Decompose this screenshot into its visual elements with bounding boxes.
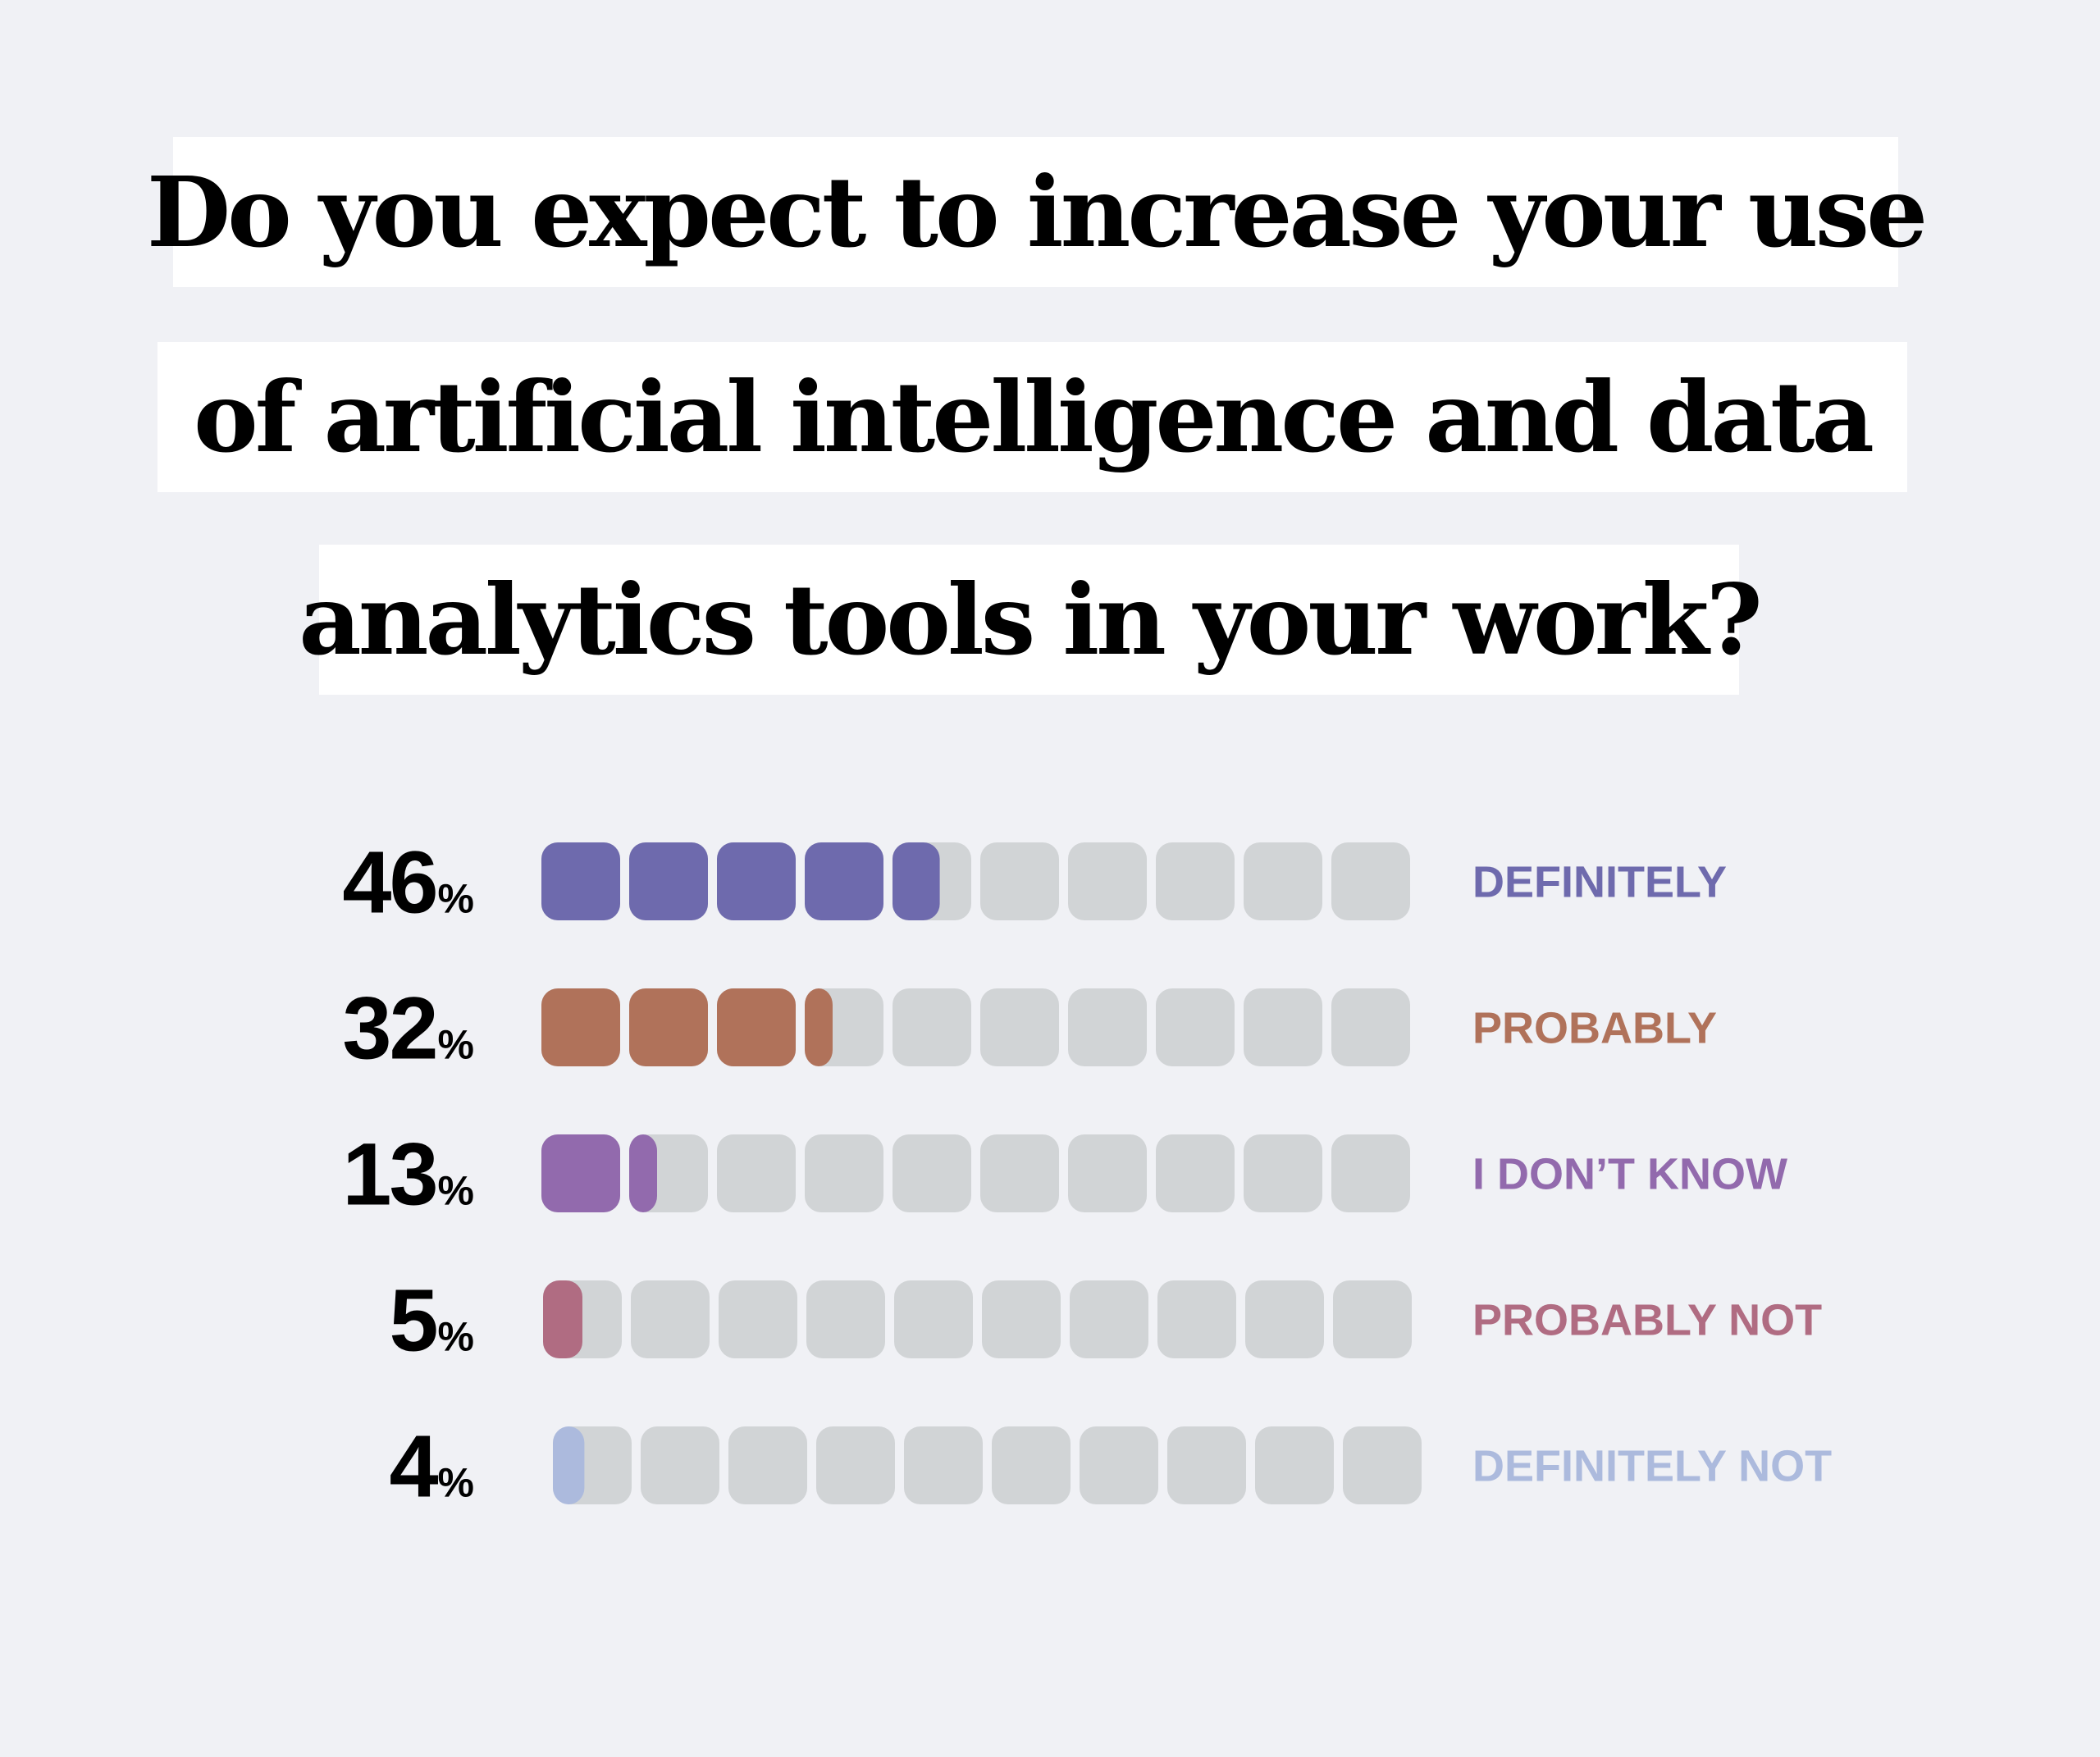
- bar-row-probably-not: 5% PROBABLY NOT: [389, 1271, 1822, 1370]
- bar-track-segment: [641, 1426, 719, 1504]
- bar-track-segment: [980, 988, 1059, 1066]
- bar-fill-segment: [541, 988, 620, 1066]
- bar-track-segment: [1244, 988, 1322, 1066]
- bar-track-segment: [982, 1280, 1061, 1358]
- bar-track-segment: [1157, 1280, 1236, 1358]
- chart-title-line-3: analytics tools in your work?: [299, 545, 1763, 695]
- chart-title-line-1: Do you expect to increase your use: [147, 137, 1928, 287]
- bar-track-segment: [806, 1280, 885, 1358]
- bar-fill-partial-segment: [805, 988, 833, 1066]
- bar-track-segment: [728, 1426, 807, 1504]
- bar-fill-segment: [717, 988, 796, 1066]
- bar-track-segment: [1331, 988, 1410, 1066]
- bar-track-segment: [1070, 1280, 1148, 1358]
- bar-fill-segment: [629, 842, 708, 920]
- bar-fill-partial-segment: [629, 1134, 657, 1212]
- bar-track-segment: [992, 1426, 1071, 1504]
- value-label: 32%: [342, 979, 474, 1078]
- bar-track-segment: [1156, 1134, 1235, 1212]
- bar-row-probably: 32% PROBABLY: [342, 979, 1717, 1078]
- category-label: I DON’T KNOW: [1472, 1150, 1787, 1199]
- chart-title-line-2: of artificial intelligence and data: [158, 342, 1907, 492]
- bar-fill-segment: [717, 842, 796, 920]
- bar-track-segment: [904, 1426, 983, 1504]
- bar-fill-partial-segment: [553, 1426, 585, 1504]
- bar-row-definitely-not: 4% DEFINITELY NOT: [389, 1417, 1832, 1516]
- bar-row-definitely: 46% DEFINITELY: [342, 833, 1727, 932]
- value-label: 4%: [389, 1417, 474, 1516]
- bar-track-segment: [631, 1280, 710, 1358]
- bar-track-segment: [1343, 1426, 1422, 1504]
- bar-fill-segment: [805, 842, 883, 920]
- category-label: DEFINITELY: [1472, 858, 1727, 907]
- bar-row-i-don-t-know: 13% I DON’T KNOW: [342, 1125, 1787, 1224]
- bar-track-segment: [980, 1134, 1059, 1212]
- bar-track-segment: [1068, 1134, 1147, 1212]
- bar-track-segment: [1244, 1134, 1322, 1212]
- bar-track-segment: [1244, 842, 1322, 920]
- bar-track-segment: [805, 1134, 883, 1212]
- bar-fill-segment: [629, 988, 708, 1066]
- bar-track-segment: [1245, 1280, 1324, 1358]
- bar-track-segment: [816, 1426, 895, 1504]
- bar-track-segment: [1331, 842, 1410, 920]
- bar-track-segment: [1331, 1134, 1410, 1212]
- value-label: 46%: [342, 833, 474, 932]
- bar-fill-partial-segment: [543, 1280, 582, 1358]
- bar-fill-segment: [541, 1134, 620, 1212]
- bar-track-segment: [717, 1134, 796, 1212]
- bar-track-segment: [719, 1280, 797, 1358]
- value-label: 13%: [342, 1125, 474, 1224]
- bar-fill-segment: [541, 842, 620, 920]
- value-label: 5%: [389, 1271, 474, 1370]
- category-label: PROBABLY NOT: [1472, 1296, 1822, 1345]
- category-label: DEFINITELY NOT: [1472, 1442, 1832, 1491]
- bar-track-segment: [1156, 988, 1235, 1066]
- bar-fill-partial-segment: [892, 842, 940, 920]
- bar-track-segment: [1068, 988, 1147, 1066]
- bar-track-segment: [892, 1134, 971, 1212]
- category-label: PROBABLY: [1472, 1004, 1717, 1053]
- bar-track-segment: [892, 988, 971, 1066]
- bar-track-segment: [894, 1280, 973, 1358]
- bar-track-segment: [1167, 1426, 1246, 1504]
- bar-track-segment: [980, 842, 1059, 920]
- bar-track-segment: [1080, 1426, 1158, 1504]
- bar-track-segment: [1068, 842, 1147, 920]
- bar-track-segment: [1333, 1280, 1412, 1358]
- bar-track-segment: [1255, 1426, 1334, 1504]
- bar-track-segment: [1156, 842, 1235, 920]
